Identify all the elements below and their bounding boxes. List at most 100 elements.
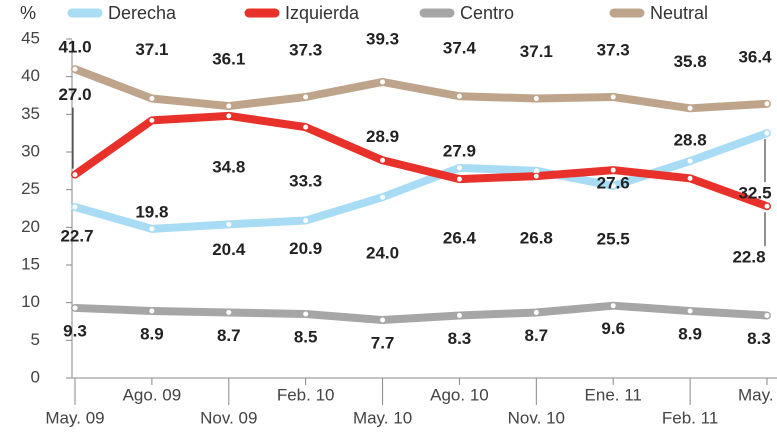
x-tick-label: May. 10 — [353, 408, 412, 427]
data-point — [763, 311, 771, 319]
data-label: 19.8 — [135, 202, 168, 221]
x-tick-label: Nov. 10 — [508, 408, 565, 427]
legend-label: Centro — [460, 3, 514, 23]
y-tick-label: 10 — [21, 292, 40, 311]
data-label: 33.3 — [289, 172, 322, 191]
data-point — [686, 157, 694, 165]
data-label: 22.7 — [60, 226, 93, 245]
data-label: 8.9 — [678, 324, 702, 343]
data-point — [148, 95, 156, 103]
series-line — [71, 129, 771, 233]
y-tick-label: 45 — [21, 28, 40, 47]
data-label: 20.9 — [289, 239, 322, 258]
data-point — [225, 112, 233, 120]
y-tick-label: 40 — [21, 66, 40, 85]
legend-label: Derecha — [108, 3, 177, 23]
data-point — [302, 93, 310, 101]
data-point — [686, 174, 694, 182]
data-point — [71, 65, 79, 73]
x-tick-label: Ene. 11 — [585, 385, 642, 404]
data-label: 26.4 — [443, 229, 477, 248]
data-point — [379, 316, 387, 324]
data-label: 24.0 — [366, 244, 399, 263]
data-point — [71, 171, 79, 179]
data-label: 36.1 — [212, 50, 245, 69]
x-tick-label: Feb. 11 — [662, 408, 718, 427]
data-label: 37.4 — [443, 39, 477, 58]
data-label: 25.5 — [597, 229, 630, 248]
data-point — [763, 202, 771, 210]
data-label: 28.9 — [366, 127, 399, 146]
data-label: 27.6 — [597, 174, 630, 193]
data-point — [379, 193, 387, 201]
data-label: 8.5 — [294, 327, 318, 346]
series-line — [71, 111, 771, 211]
data-point — [455, 175, 463, 183]
data-point — [686, 307, 694, 315]
x-tick-label: Feb. 10 — [277, 385, 335, 404]
y-tick-label: 5 — [31, 330, 40, 349]
data-point — [763, 129, 771, 137]
data-label: 32.5 — [738, 184, 771, 203]
data-label: 7.7 — [371, 333, 395, 352]
data-label: 34.8 — [212, 157, 245, 176]
x-tick-label: Ago. 09 — [123, 385, 182, 404]
data-point — [455, 92, 463, 100]
data-point — [71, 304, 79, 312]
data-point — [609, 302, 617, 310]
data-label: 28.8 — [674, 131, 707, 150]
data-label: 27.9 — [443, 141, 476, 160]
data-point — [532, 308, 540, 316]
data-point — [609, 166, 617, 174]
data-point — [686, 104, 694, 112]
data-label: 8.9 — [140, 324, 164, 343]
data-point — [148, 225, 156, 233]
data-label: 8.3 — [448, 329, 472, 348]
data-label: 9.3 — [63, 321, 87, 340]
x-tick-label: Nov. 09 — [200, 408, 257, 427]
y-tick-label: 30 — [21, 141, 40, 160]
data-point — [302, 123, 310, 131]
data-point — [455, 311, 463, 319]
data-label: 41.0 — [58, 38, 91, 57]
series-line — [71, 65, 771, 113]
data-label: 9.6 — [601, 319, 625, 338]
data-point — [379, 78, 387, 86]
legend-label: Izquierda — [285, 3, 360, 23]
y-tick-label: 15 — [21, 254, 40, 273]
data-label: 8.7 — [217, 326, 241, 345]
data-point — [532, 95, 540, 103]
data-point — [455, 164, 463, 172]
data-point — [225, 102, 233, 110]
data-point — [609, 93, 617, 101]
data-label: 39.3 — [366, 29, 399, 48]
data-label: 37.3 — [597, 40, 630, 59]
data-label: 35.8 — [674, 52, 707, 71]
data-label: 8.3 — [747, 329, 771, 348]
data-label: 37.1 — [135, 40, 168, 59]
data-point — [379, 156, 387, 164]
x-tick-label: May. 11 — [738, 385, 777, 404]
data-point — [763, 100, 771, 108]
data-point — [609, 182, 617, 190]
data-point — [71, 203, 79, 211]
data-point — [225, 308, 233, 316]
data-label: 37.3 — [289, 40, 322, 59]
y-axis-label: % — [20, 3, 36, 23]
x-tick-label: Ago. 10 — [430, 385, 489, 404]
x-tick-label: May. 09 — [45, 408, 104, 427]
data-point — [148, 307, 156, 315]
y-tick-label: 0 — [31, 367, 40, 386]
data-label: 22.8 — [732, 248, 765, 267]
y-tick-label: 20 — [21, 217, 40, 236]
data-label: 27.0 — [58, 85, 91, 104]
data-point — [302, 310, 310, 318]
data-label: 20.4 — [212, 240, 246, 259]
series-line — [71, 301, 771, 324]
y-tick-label: 35 — [21, 104, 40, 123]
data-label: 36.4 — [738, 47, 772, 66]
data-label: 37.1 — [520, 42, 553, 61]
legend-label: Neutral — [650, 3, 708, 23]
data-point — [148, 116, 156, 124]
